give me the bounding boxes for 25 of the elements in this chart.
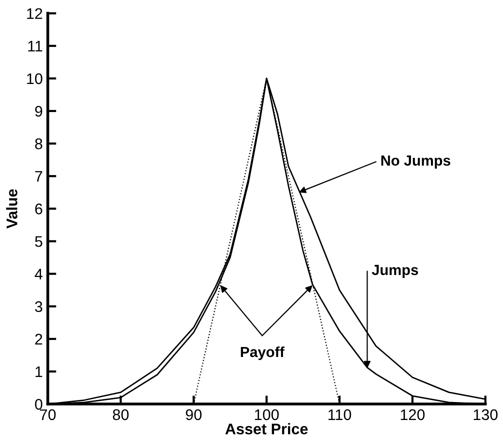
y-tick-label: 4 <box>34 268 42 280</box>
y-tick-label: 9 <box>35 106 42 117</box>
annotation: No Jumps <box>381 156 450 169</box>
x-tick-label: 70 <box>40 409 56 420</box>
y-tick-label: 11 <box>28 40 42 52</box>
y-tick-label: 8 <box>35 138 42 150</box>
x-tick-label: 120 <box>400 409 425 420</box>
y-tick-label: 0 <box>35 398 42 410</box>
y-tick-label: 1 <box>36 366 42 378</box>
x-tick-label: 90 <box>186 409 202 420</box>
y-tick-label: 12 <box>27 8 42 19</box>
x-tick-label: 100 <box>255 409 279 420</box>
y-tick-label: 6 <box>35 204 42 214</box>
x-tick-label: 80 <box>112 409 129 420</box>
y-tick-label: 3 <box>35 301 42 312</box>
y-axis-title: Value <box>6 189 18 229</box>
x-tick-label: 110 <box>328 409 352 420</box>
y-tick-label: 7 <box>35 171 42 182</box>
y-tick-label: 5 <box>35 236 42 247</box>
annotation: Jumps <box>372 264 418 278</box>
x-tick-label: 130 <box>474 409 498 420</box>
x-axis-title: Asset Price <box>225 423 308 434</box>
y-tick-label: 2 <box>35 334 42 344</box>
annotation: Payoff <box>240 346 285 360</box>
y-tick-label: 10 <box>27 73 42 84</box>
